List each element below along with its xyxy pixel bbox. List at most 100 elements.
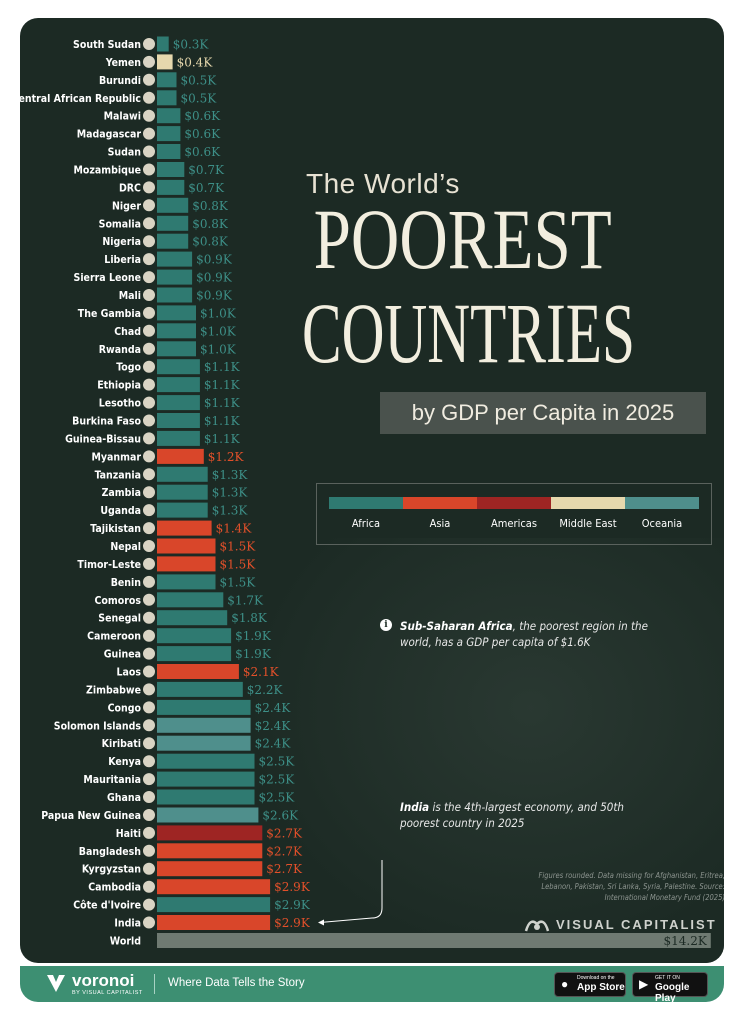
- bar: [157, 825, 263, 841]
- value-label: $0.8K: [192, 235, 229, 249]
- value-label: $1.1K: [204, 432, 241, 446]
- bar-row-31: Comoros $1.7K: [94, 592, 264, 608]
- visual-capitalist-logo-icon: [524, 920, 550, 932]
- country-label: DRC: [119, 182, 141, 194]
- bar-row-30: Benin $1.5K: [111, 574, 256, 590]
- visual-capitalist-wordmark: VISUAL CAPITALIST: [556, 917, 717, 932]
- flag-icon: [142, 144, 156, 159]
- bar: [157, 843, 263, 859]
- bar-row-41: Mauritania $2.5K: [83, 771, 295, 787]
- flag-icon: [142, 556, 156, 571]
- africa-annotation-rest: , the poorest region in the world, has a…: [400, 619, 648, 649]
- flag-icon: [142, 180, 156, 195]
- google-play-button[interactable]: ▶ GET IT ON Google Play: [632, 972, 708, 1004]
- bar-row-4: Malawi $0.6K: [104, 108, 221, 124]
- bar: [157, 771, 255, 787]
- flag-icon: [142, 54, 156, 69]
- bar: [157, 610, 228, 626]
- bar-row-1: Yemen $0.4K: [105, 54, 213, 70]
- country-label: Timor-Leste: [77, 559, 141, 571]
- bar: [157, 448, 204, 464]
- flag-icon: [142, 592, 156, 607]
- voronoi-logo-icon[interactable]: [44, 971, 68, 995]
- flag-icon: [142, 305, 156, 320]
- bar: [157, 807, 259, 823]
- bar: [157, 233, 189, 249]
- bar: [157, 915, 271, 930]
- value-label: $0.9K: [196, 289, 233, 303]
- bottom-bar: voronoi BY VISUAL CAPITALIST Where Data …: [20, 966, 724, 1004]
- country-label: Comoros: [94, 595, 141, 607]
- value-label: $2.4K: [255, 737, 292, 751]
- bar-row-37: Congo $2.4K: [108, 699, 291, 715]
- source-footnote: Figures rounded. Data missing for Afghan…: [538, 871, 724, 902]
- bar-row-18: Togo $1.1K: [116, 359, 241, 375]
- bar-row-19: Ethiopia $1.1K: [97, 377, 241, 393]
- country-label: Kiribati: [102, 738, 141, 750]
- flag-icon: [142, 108, 156, 123]
- country-label: Myanmar: [91, 451, 141, 463]
- value-label: $2.7K: [266, 844, 303, 858]
- value-label: $0.5K: [181, 73, 218, 87]
- flag-icon: [142, 700, 156, 715]
- value-label: $0.6K: [184, 145, 221, 159]
- bar: [157, 933, 711, 948]
- country-label: Zimbabwe: [86, 684, 141, 696]
- bar: [157, 574, 216, 590]
- voronoi-tagline: Where Data Tells the Story: [168, 977, 305, 989]
- title-prefix: The World’s: [306, 168, 460, 199]
- bar-row-43: Papua New Guinea $2.6K: [41, 807, 299, 823]
- bar-row-46: Kyrgyzstan $2.7K: [82, 861, 303, 877]
- bar-row-22: Guinea-Bissau $1.1K: [65, 430, 241, 446]
- bar: [157, 717, 251, 733]
- bar-row-25: Zambia $1.3K: [102, 484, 249, 500]
- value-label: $1.3K: [212, 468, 249, 482]
- value-label: $1.0K: [200, 324, 237, 338]
- country-label: Mauritania: [83, 774, 141, 786]
- bar: [157, 287, 193, 303]
- bar: [157, 466, 208, 482]
- bar-row-8: DRC $0.7K: [119, 179, 225, 195]
- app-store-button[interactable]: ● Download on the App Store: [554, 972, 626, 997]
- bar-row-14: Mali $0.9K: [119, 287, 233, 303]
- bar-row-44: Haiti $2.7K: [116, 825, 303, 841]
- bar-row-45: Bangladesh $2.7K: [79, 843, 303, 859]
- flag-icon: [142, 808, 156, 822]
- value-label: $0.3K: [173, 38, 210, 52]
- flag-icon: [142, 216, 156, 231]
- country-label: South Sudan: [73, 39, 141, 51]
- bar-row-13: Sierra Leone $0.9K: [74, 269, 233, 285]
- flag-icon: [142, 288, 156, 302]
- value-label: $2.9K: [274, 898, 311, 912]
- flag-icon: [142, 628, 156, 643]
- legend-label: Africa: [351, 517, 381, 530]
- voronoi-wordmark[interactable]: voronoi: [72, 971, 135, 990]
- india-annotation: India is the 4th-largest economy, and 50…: [400, 799, 640, 831]
- bar-row-26: Uganda $1.3K: [100, 502, 248, 518]
- title-main-line2: COUNTRIES: [302, 285, 635, 381]
- flag-icon: [142, 162, 156, 177]
- value-label: $2.7K: [266, 862, 303, 876]
- background-photo-shade: [240, 538, 724, 963]
- bar: [157, 72, 177, 88]
- legend-swatch: [403, 497, 477, 509]
- country-label: Haiti: [116, 828, 141, 840]
- bar-row-36: Zimbabwe $2.2K: [86, 681, 284, 697]
- bar-row-27: Tajikistan $1.4K: [90, 520, 252, 536]
- bar: [157, 484, 208, 500]
- legend-item-asia: Asia: [403, 497, 477, 530]
- country-label: Kenya: [108, 756, 141, 768]
- bar-row-28: Nepal $1.5K: [110, 538, 256, 554]
- country-label: Ethiopia: [97, 380, 141, 392]
- value-label: $14.2K: [663, 934, 707, 948]
- value-label: $1.1K: [204, 378, 241, 392]
- value-label: $2.4K: [255, 719, 292, 733]
- bar: [157, 430, 200, 446]
- legend-item-middle-east: Middle East: [551, 497, 625, 530]
- flag-icon: [142, 664, 156, 679]
- value-label: $1.3K: [212, 486, 249, 500]
- flag-icon: [142, 879, 156, 894]
- country-label: Ghana: [107, 792, 141, 804]
- bar-row-35: Laos $2.1K: [116, 664, 280, 679]
- country-label: Togo: [116, 362, 141, 374]
